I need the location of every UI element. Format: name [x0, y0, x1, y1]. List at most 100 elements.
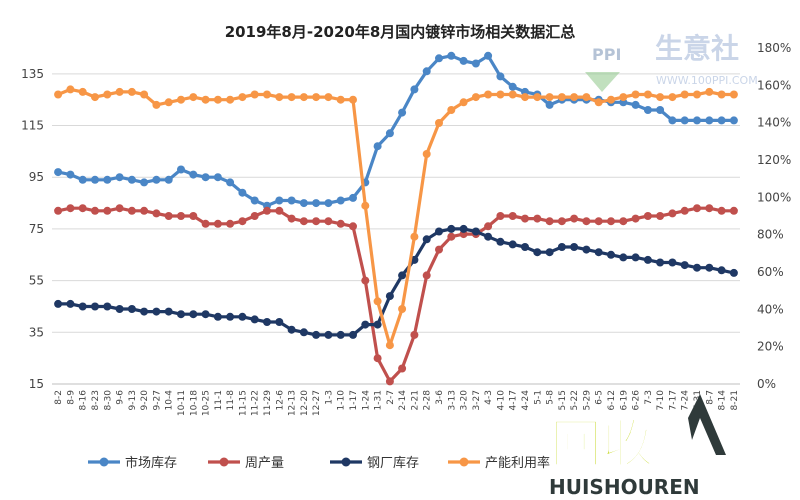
data-point [619, 253, 628, 262]
right-axis: 0% 20% 40% 60% 80% 100% 120% 140% 160% 180% [757, 41, 791, 391]
legend-label: 产能利用率 [485, 455, 550, 471]
left-tick-label: 55 [29, 274, 44, 288]
data-point [336, 196, 345, 205]
x-tick-label: 1-24 [361, 390, 371, 411]
data-point [594, 98, 603, 107]
data-point [680, 261, 689, 270]
data-point [508, 82, 517, 91]
data-point [398, 364, 407, 373]
data-point [115, 173, 124, 182]
data-point [103, 206, 112, 215]
legend-item: 钢厂库存 [330, 455, 419, 471]
data-point [127, 175, 136, 184]
ppi-brand: PPI [592, 45, 621, 64]
data-point [373, 297, 382, 306]
x-tick-label: 7-24 [681, 390, 691, 411]
legend-label: 周产量 [245, 456, 284, 471]
data-point [680, 116, 689, 125]
logo-text: 回收 [550, 415, 654, 475]
data-point [619, 93, 628, 102]
x-tick-label: 2-28 [423, 390, 433, 411]
data-point [127, 305, 136, 313]
data-point [471, 93, 480, 102]
data-point [410, 330, 419, 339]
data-point [582, 217, 591, 226]
data-point [447, 224, 456, 233]
x-tick-label: 8-2 [54, 390, 64, 405]
x-tick-label: 1-3 [324, 390, 334, 405]
x-tick-label: 8-14 [718, 390, 728, 411]
data-point [275, 93, 284, 102]
data-point [545, 93, 554, 102]
data-point [238, 93, 247, 102]
x-tick-label: 4-3 [484, 390, 494, 405]
data-point [275, 206, 284, 215]
data-point [643, 255, 652, 264]
x-tick-label: 7-17 [668, 390, 678, 410]
x-tick-label: 12-13 [288, 390, 298, 416]
data-point [656, 93, 665, 102]
data-point [693, 263, 701, 272]
data-point [140, 90, 149, 99]
x-tick-label: 2-7 [386, 390, 396, 405]
data-point [250, 90, 259, 99]
data-point [140, 307, 149, 316]
data-point [643, 106, 652, 114]
data-point [189, 310, 198, 319]
data-point [643, 90, 652, 99]
data-point [373, 354, 382, 363]
data-point [115, 305, 124, 313]
x-tick-label: 4-10 [496, 390, 506, 411]
data-point [213, 173, 222, 182]
data-point [103, 302, 112, 311]
data-point [164, 175, 173, 184]
data-point [213, 95, 222, 104]
data-point [312, 199, 321, 208]
series-1 [54, 204, 738, 386]
data-point [164, 212, 173, 220]
data-point [287, 196, 296, 205]
data-point [422, 150, 431, 158]
data-point [336, 330, 345, 339]
data-point [238, 312, 247, 321]
x-tick-label: 2-14 [398, 390, 408, 411]
data-point [705, 204, 714, 213]
data-point [557, 93, 566, 102]
data-point [324, 93, 333, 102]
data-point [189, 93, 198, 102]
right-tick-label: 120% [757, 153, 791, 167]
data-point [324, 330, 333, 339]
data-point [349, 193, 357, 202]
data-point [91, 206, 99, 215]
data-point [361, 276, 370, 285]
data-point [66, 299, 75, 308]
data-point [263, 90, 271, 99]
data-point [201, 219, 210, 228]
left-tick-label: 15 [29, 377, 44, 391]
legend-label: 市场库存 [125, 455, 177, 471]
data-point [115, 204, 124, 213]
data-point [324, 217, 333, 226]
data-point [656, 106, 665, 114]
data-point [164, 307, 173, 316]
data-point [91, 302, 99, 311]
data-point [680, 90, 689, 99]
data-point [496, 212, 505, 220]
data-point [607, 217, 615, 226]
data-point [643, 212, 652, 220]
data-point [127, 87, 136, 96]
data-point [177, 310, 185, 319]
data-point [447, 106, 456, 114]
data-point [484, 232, 493, 241]
right-tick-label: 20% [757, 340, 784, 354]
data-point [226, 312, 235, 321]
x-tick-label: 6-5 [595, 390, 605, 405]
x-tick-label: 8-23 [91, 390, 101, 410]
data-point [582, 93, 591, 102]
data-point [299, 217, 308, 226]
data-point [103, 90, 112, 99]
data-point [177, 212, 185, 220]
x-tick-label: 11-15 [238, 390, 248, 416]
data-point [312, 330, 321, 339]
x-tick-label: 6-26 [632, 390, 642, 411]
